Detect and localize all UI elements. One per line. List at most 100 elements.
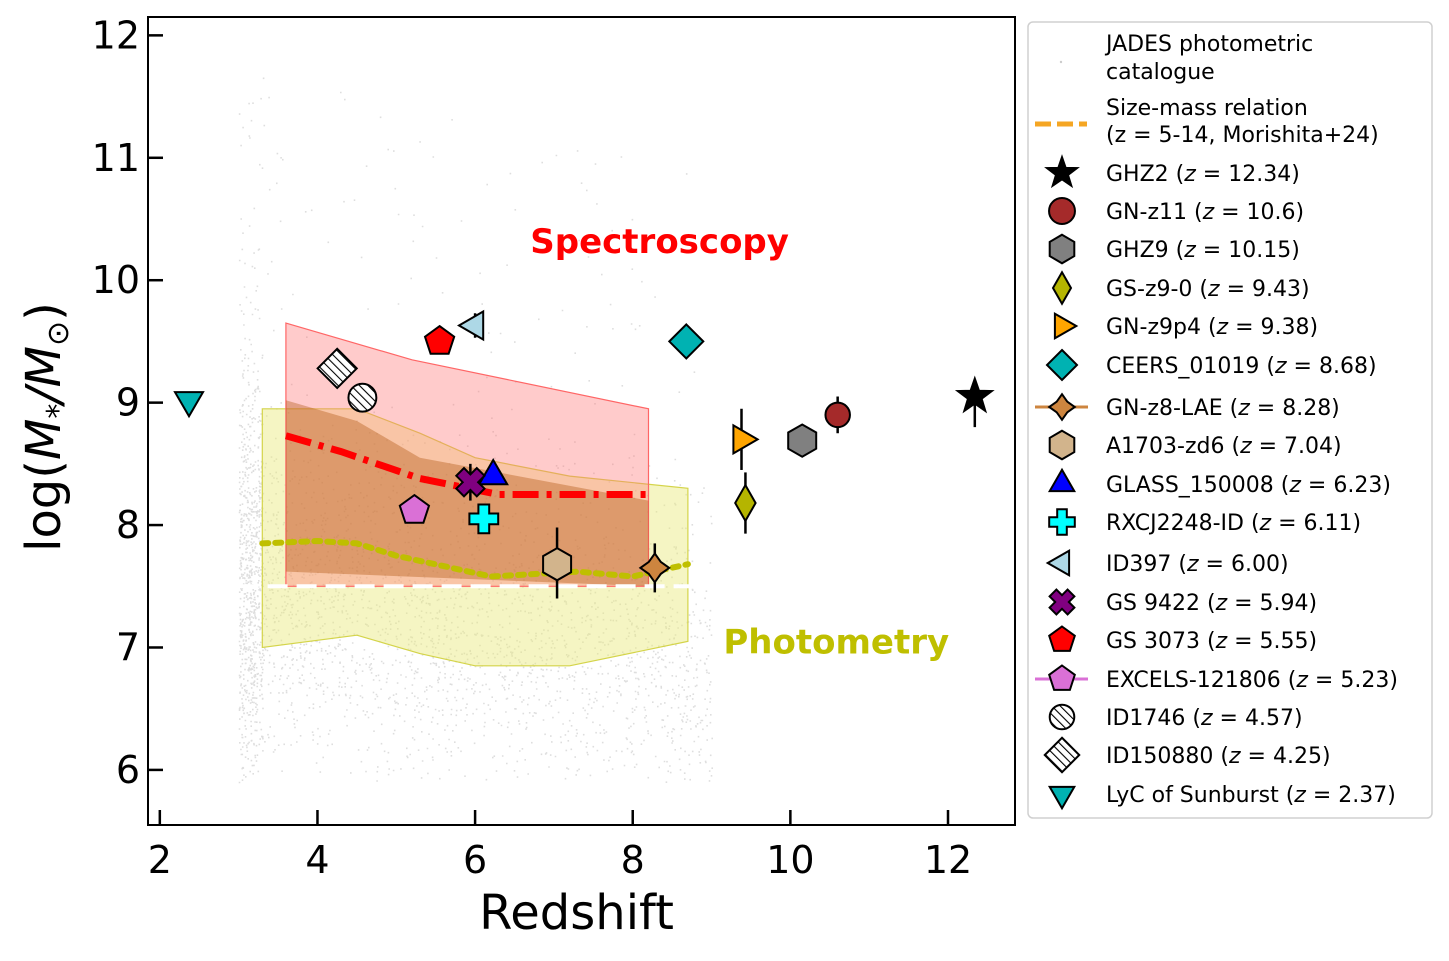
- legend-label-z: z: [1228, 744, 1241, 769]
- legend-label-name: EXCELS-121806 (: [1106, 668, 1296, 693]
- legend-marker-icon: [1047, 785, 1077, 811]
- legend-label: catalogue: [1106, 60, 1215, 85]
- legend-label: LyC of Sunburst (z = 2.37): [1106, 783, 1396, 808]
- y-tick-label: 9: [116, 381, 140, 425]
- legend-dot-icon: [1059, 60, 1063, 64]
- legend-label-value: = 8.68): [1287, 354, 1377, 379]
- legend-label-z: z: [1183, 162, 1196, 187]
- legend-marker-icon: [1044, 154, 1080, 189]
- plot-frame: [147, 16, 1016, 826]
- y-tick-label: 7: [116, 625, 140, 669]
- legend-label-name: GHZ2 (: [1106, 162, 1184, 187]
- y-tick-label: 6: [116, 748, 140, 792]
- legend-label-value: = 10.6): [1214, 200, 1304, 225]
- legend-marker-icon: [1043, 736, 1081, 774]
- legend-item: GN-z11 (z = 10.6): [1048, 197, 1304, 225]
- legend-label-value: = 9.43): [1220, 277, 1310, 302]
- legend-label-name: LyC of Sunburst (: [1106, 783, 1294, 808]
- point-gn-z9p4: [732, 423, 760, 456]
- legend-label-value: = 5.23): [1308, 668, 1398, 693]
- y-axis-title: log(M*/M⊙): [16, 302, 76, 552]
- annotation-photometry: Photometry: [723, 622, 949, 662]
- legend-marker-icon: [1045, 348, 1079, 382]
- legend-label-z: z: [1186, 552, 1199, 577]
- legend-label-value: = 12.34): [1196, 162, 1300, 187]
- legend-label-name: GHZ9 (: [1106, 238, 1184, 263]
- annotation-spectroscopy: Spectroscopy: [530, 222, 789, 262]
- point-excels-121806: [398, 493, 431, 524]
- point-ghz9: [787, 423, 818, 458]
- legend-label: GHZ2 (z = 12.34): [1106, 162, 1300, 187]
- legend-label-value: = 4.57): [1213, 706, 1303, 731]
- legend-label-z: z: [1288, 473, 1301, 498]
- legend-label-name: GN-z9p4 (: [1106, 315, 1217, 340]
- legend-label-value: = 4.25): [1241, 744, 1331, 769]
- y-tick-label: 8: [116, 503, 140, 547]
- legend-label: (z = 5-14, Morishita+24): [1106, 123, 1379, 148]
- legend-item: GHZ9 (z = 10.15): [1048, 233, 1300, 265]
- legend-label-value: = 8.28): [1250, 396, 1340, 421]
- photometry-band: [261, 408, 689, 667]
- x-tick-label: 6: [463, 838, 487, 882]
- y-axis-title-part: *: [41, 404, 76, 419]
- legend-item: GN-z8-LAE (z = 8.28): [1035, 392, 1340, 422]
- point-id150880: [316, 347, 359, 390]
- legend-item: GHZ2 (z = 12.34): [1044, 154, 1300, 189]
- legend-label: Size-mass relation: [1106, 96, 1308, 121]
- legend-label-name: ID1746 (: [1106, 706, 1201, 731]
- legend-label: GHZ9 (z = 10.15): [1106, 238, 1300, 263]
- point-ghz2: [954, 375, 995, 414]
- legend-item: ID150880 (z = 4.25): [1043, 736, 1331, 774]
- legend-label: RXCJ2248-ID (z = 6.11): [1106, 511, 1361, 536]
- point-gs-3073: [423, 324, 456, 355]
- x-tick-label: 2: [148, 838, 172, 882]
- legend-item: ID397 (z = 6.00): [1045, 548, 1289, 578]
- legend-marker-icon: [1047, 467, 1077, 493]
- legend-item: Size-mass relation(z = 5-14, Morishita+2…: [1035, 96, 1379, 148]
- legend-label-value: = 9.38): [1228, 315, 1318, 340]
- legend-label: ID397 (z = 6.00): [1106, 552, 1289, 577]
- legend-label: GN-z11 (z = 10.6): [1106, 200, 1304, 225]
- legend-label-value: = 10.15): [1196, 238, 1300, 263]
- legend-label-name: GN-z11 (: [1106, 200, 1203, 225]
- x-tick-label: 8: [621, 838, 645, 882]
- legend-label-z: z: [1215, 629, 1228, 654]
- legend-label-z: z: [1215, 591, 1228, 616]
- series-line-1: [259, 537, 691, 580]
- legend-marker-icon: [1047, 392, 1077, 422]
- legend-label: GS 3073 (z = 5.55): [1106, 629, 1317, 654]
- legend-label-z: z: [1293, 783, 1306, 808]
- legend-label: JADES photometric: [1104, 32, 1313, 57]
- legend-item: GS 3073 (z = 5.55): [1048, 625, 1317, 654]
- legend-marker-icon: [1048, 233, 1076, 265]
- point-gn-z11: [824, 401, 851, 429]
- x-tick-label: 12: [924, 838, 972, 882]
- point-gs-z9-0: [734, 483, 757, 523]
- legend-label-value: = 5.94): [1227, 591, 1317, 616]
- y-axis-title-part: ): [16, 302, 72, 321]
- legend-label-z: z: [1183, 238, 1196, 263]
- legend-item: RXCJ2248-ID (z = 6.11): [1048, 508, 1361, 536]
- legend-item: GLASS_150008 (z = 6.23): [1047, 467, 1391, 498]
- point-gn-z8-lae: [638, 551, 671, 585]
- legend-label-name: ID397 (: [1106, 552, 1187, 577]
- legend-marker-icon: [1048, 703, 1076, 731]
- legend-label: GLASS_150008 (z = 6.23): [1106, 473, 1391, 498]
- point-lyc-of-sunburst: [173, 391, 205, 419]
- legend-label-name: GN-z8-LAE (: [1106, 396, 1238, 421]
- legend-label-z: z: [1259, 511, 1272, 536]
- legend-label-name: GS-z9-0 (: [1106, 277, 1208, 302]
- legend-marker-icon: [1048, 664, 1076, 691]
- series-line-0: [284, 432, 649, 498]
- point-id1746: [347, 382, 378, 413]
- x-tick-label: 10: [766, 838, 814, 882]
- point-id397: [457, 309, 485, 342]
- legend-label-z: z: [1202, 200, 1215, 225]
- legend-label-name: GLASS_150008 (: [1106, 473, 1289, 498]
- legend-marker-icon: [1048, 429, 1076, 461]
- y-axis-title-part: M: [16, 346, 72, 387]
- legend-label: A1703-zd6 (z = 7.04): [1106, 434, 1342, 459]
- legend-label-z: z: [1216, 315, 1229, 340]
